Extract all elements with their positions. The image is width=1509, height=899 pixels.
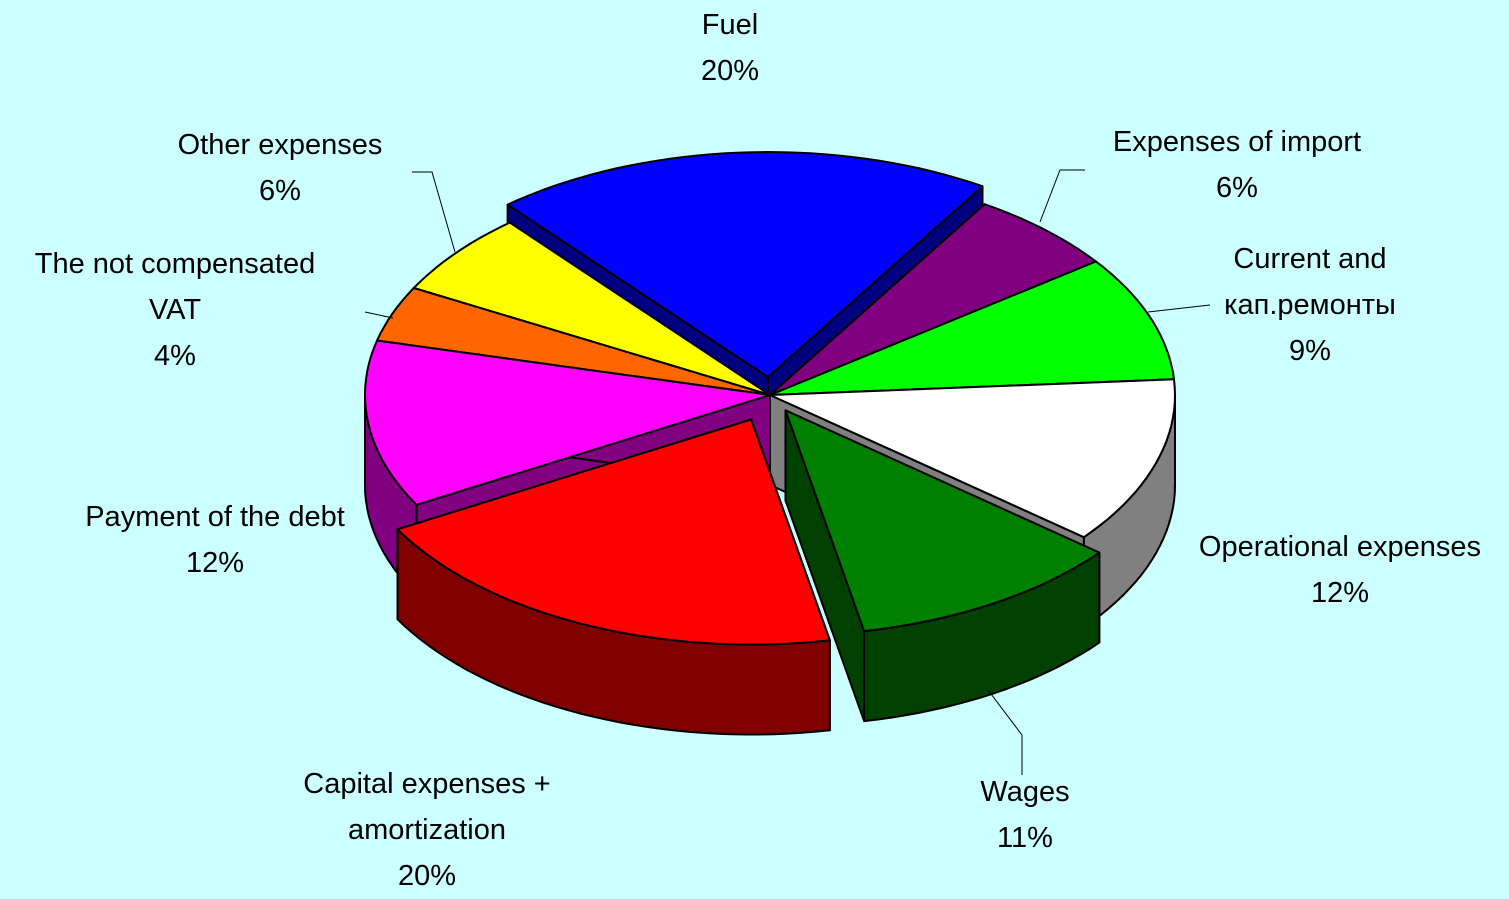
slice-label: Wages 11% [925,769,1125,861]
slice [769,203,1097,396]
value-label: 12% [185,547,245,579]
value-label: 11% [997,822,1053,854]
leader-line [412,171,456,253]
category-label: Other expenses [177,129,383,161]
category-label: Capital expenses + amortization [303,768,551,846]
slice [769,378,1176,539]
category-label: Operational expenses [1198,531,1482,563]
slice [506,151,984,378]
value-label: 4% [154,340,196,372]
slice-label: Expenses of import 6% [1077,119,1397,211]
category-label: Fuel [701,9,759,41]
leader-lines [364,169,1211,775]
slice [784,409,1101,633]
slice-label: Fuel 20% [630,2,830,94]
leader-line [987,689,1023,775]
slice [396,418,831,646]
category-label: Payment of the debt [85,501,345,533]
category-label: Wages [980,776,1070,808]
category-label: Expenses of import [1112,126,1362,158]
slice [769,260,1175,396]
slice [376,287,771,396]
value-label: 9% [1289,335,1331,367]
category-label: Current and кап.ремонты [1224,243,1396,321]
pie [364,151,1176,736]
slice-label: Operational expenses 12% [1170,524,1509,616]
category-label: The not compensated VAT [34,248,316,326]
value-label: 6% [1216,172,1258,204]
value-label: 20% [397,860,457,892]
value-label: 6% [259,175,301,207]
value-label: 20% [700,55,760,87]
slice-label: Payment of the debt 12% [55,494,375,586]
leader-line [1039,169,1085,223]
slice-label: Current and кап.ремонты 9% [1200,236,1420,374]
slice [364,339,771,506]
slice [412,221,771,396]
value-label: 12% [1310,577,1370,609]
leader-line [1147,304,1211,313]
slice-label: Other expenses 6% [150,122,410,214]
slice-label: The not compensated VAT 4% [5,241,345,379]
slice-label: Capital expenses + amortization 20% [272,761,582,899]
leader-line [364,311,394,319]
